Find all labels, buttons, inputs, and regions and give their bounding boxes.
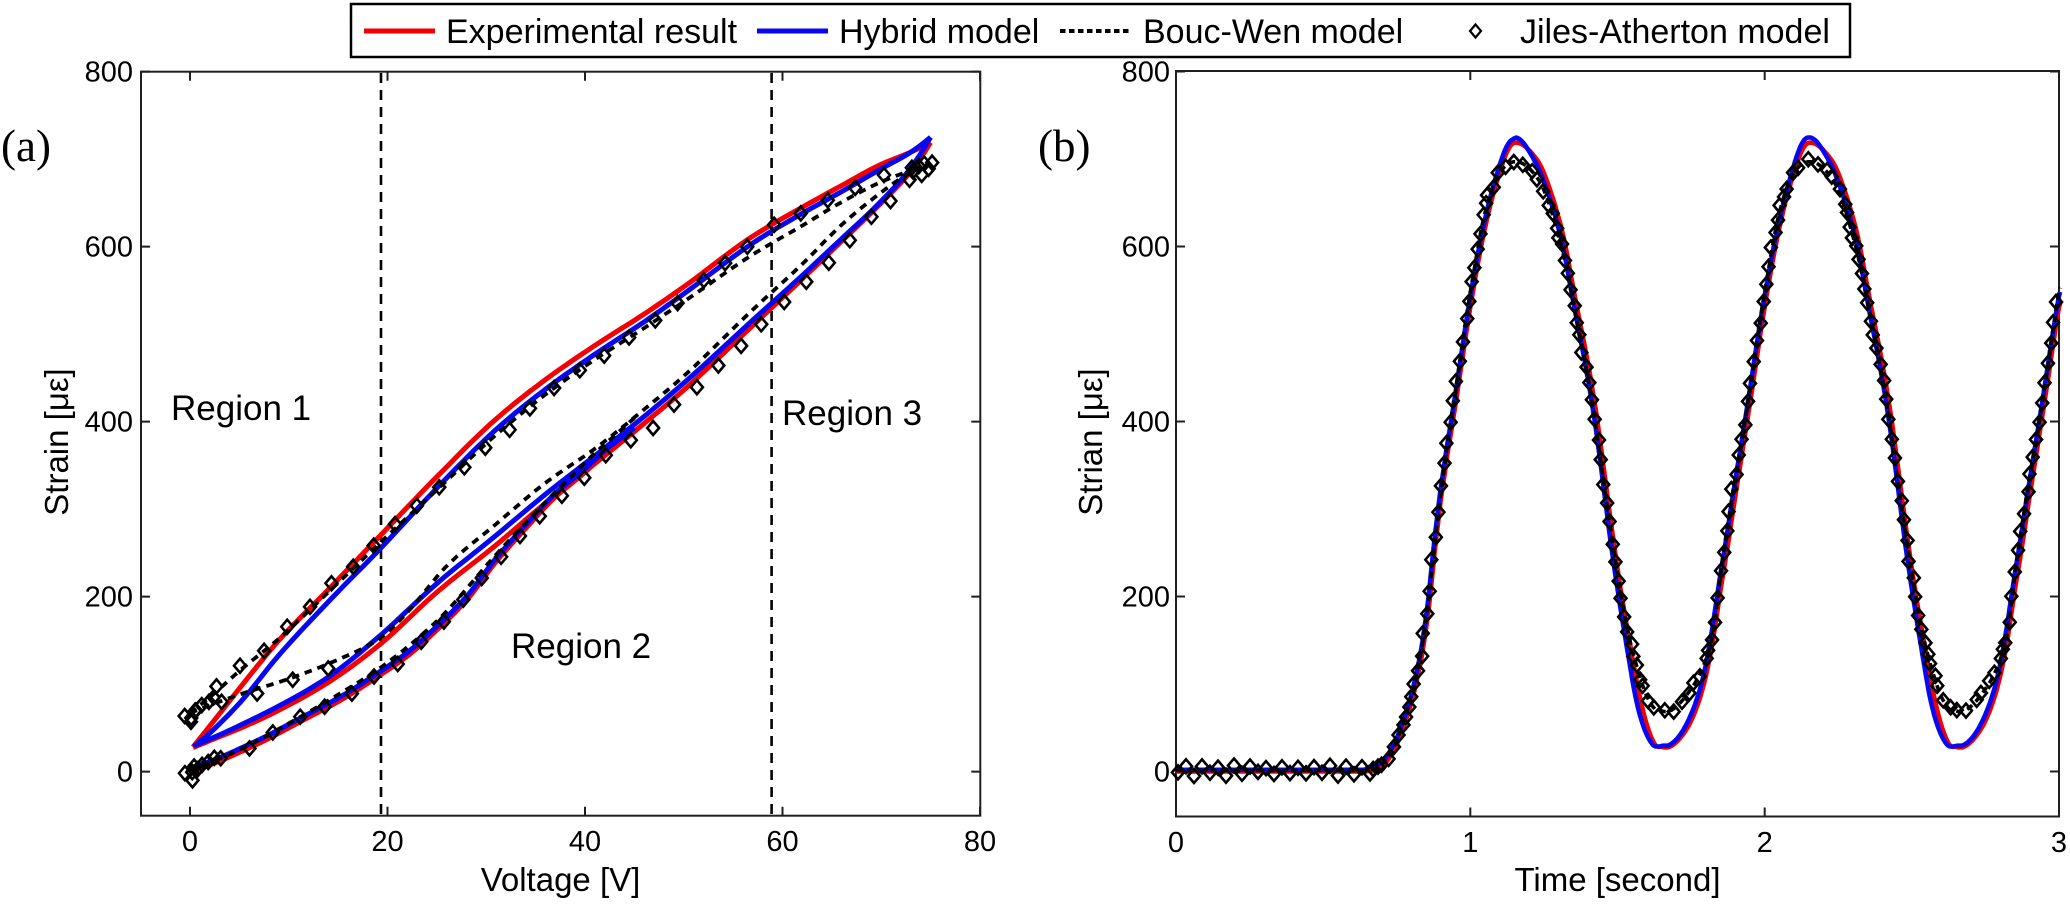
svg-text:20: 20 [371,826,403,858]
svg-text:800: 800 [1122,57,1170,89]
svg-text:0: 0 [182,826,198,858]
svg-text:400: 400 [1122,407,1170,439]
svg-text:Strain [με]: Strain [με] [38,368,75,515]
svg-text:Region 3: Region 3 [782,394,922,433]
svg-text:(a): (a) [1,121,51,171]
svg-text:40: 40 [569,826,601,858]
svg-text:Experimental result: Experimental result [446,13,738,51]
svg-text:0: 0 [1154,757,1170,789]
svg-text:200: 200 [85,582,133,614]
svg-text:600: 600 [85,232,133,264]
svg-text:600: 600 [1122,232,1170,264]
svg-text:0: 0 [117,757,133,789]
svg-text:2: 2 [1757,827,1773,859]
svg-text:Hybrid model: Hybrid model [839,13,1039,51]
svg-text:0: 0 [1168,827,1184,859]
svg-text:200: 200 [1122,582,1170,614]
svg-text:(b): (b) [1038,121,1090,171]
svg-text:80: 80 [964,826,996,858]
svg-text:400: 400 [85,407,133,439]
svg-text:800: 800 [85,57,133,89]
svg-text:Strian [με]: Strian [με] [1072,368,1109,515]
svg-text:3: 3 [2051,827,2067,859]
svg-text:Bouc-Wen model: Bouc-Wen model [1143,13,1403,51]
svg-text:1: 1 [1462,827,1478,859]
svg-text:60: 60 [766,826,798,858]
svg-text:Region 1: Region 1 [171,389,311,428]
svg-text:Jiles-Atherton model: Jiles-Atherton model [1520,13,1830,51]
svg-text:Region 2: Region 2 [511,627,651,666]
svg-text:Voltage [V]: Voltage [V] [481,861,641,898]
svg-text:Time [second]: Time [second] [1514,861,1720,898]
